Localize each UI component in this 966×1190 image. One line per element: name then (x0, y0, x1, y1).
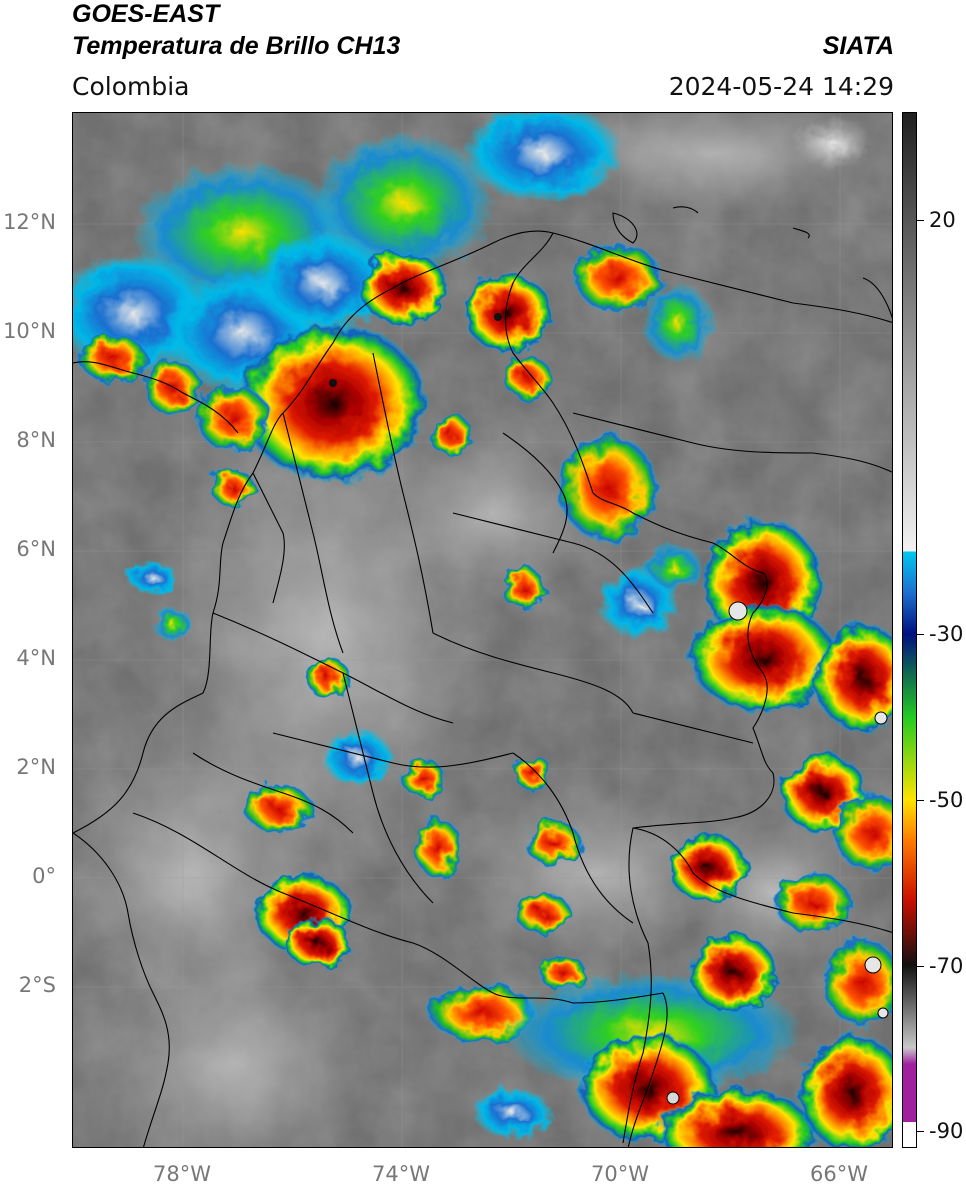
colorbar-tick-mark (917, 1131, 924, 1133)
datetime-label: 2024-05-24 14:29 (668, 72, 894, 101)
colorbar-tick-mark (917, 634, 924, 636)
colorbar-tick-mark (917, 219, 924, 221)
region-label: Colombia (72, 72, 190, 101)
satellite-map[interactable] (72, 112, 893, 1148)
lon-label-66w: 66°W (810, 1162, 868, 1186)
lat-label-6n: 6°N (16, 537, 56, 561)
boundaries (73, 206, 892, 1147)
colorbar-tick-mark (917, 965, 924, 967)
colorbar-tick-label: -30 (929, 622, 964, 647)
lat-label-4n: 4°N (16, 646, 56, 670)
lat-label-10n: 10°N (3, 319, 56, 343)
product-title: Temperatura de Brillo CH13 (72, 32, 401, 60)
lon-label-78w: 78°W (153, 1162, 211, 1186)
satellite-title: GOES-EAST (72, 0, 220, 28)
lat-label-12n: 12°N (3, 210, 56, 234)
lon-label-70w: 70°W (591, 1162, 649, 1186)
colorbar-tick-mark (917, 799, 924, 801)
temperature-colorbar (902, 112, 917, 1148)
colorbar-tick-label: -90 (929, 1119, 964, 1144)
colorbar-tick-label: -50 (929, 787, 964, 812)
lat-label-0: 0° (32, 864, 56, 888)
lat-label-2s: 2°S (18, 973, 56, 997)
colorbar-tick-label: 20 (929, 207, 956, 232)
overshooting-tops (329, 313, 889, 1105)
lat-label-2n: 2°N (16, 755, 56, 779)
brightness-temperature-image (73, 113, 892, 1147)
lon-label-74w: 74°W (372, 1162, 430, 1186)
lat-label-8n: 8°N (16, 428, 56, 452)
source-label: SIATA (822, 32, 894, 60)
colorbar-tick-label: -70 (929, 953, 964, 978)
